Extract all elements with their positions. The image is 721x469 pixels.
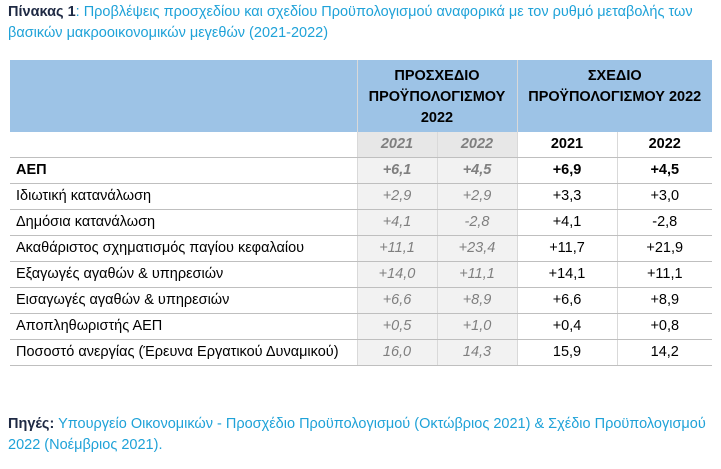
forecast-table: ΠΡΟΣΧΕΔΙΟ ΠΡΟΫΠΟΛΟΓΙΣΜΟΥ 2022 ΣΧΕΔΙΟ ΠΡΟΫ… (10, 60, 712, 366)
row-label: Εισαγωγές αγαθών & υπηρεσιών (10, 287, 357, 314)
data-row: Εισαγωγές αγαθών & υπηρεσιών +6,6 +8,9 +6,6… (10, 287, 712, 314)
row-label: Εξαγωγές αγαθών & υπηρεσιών (10, 261, 357, 288)
value-cell: +8,9 (436, 287, 517, 314)
value-cell: +11,1 (356, 235, 437, 262)
value-cell: +23,4 (436, 235, 517, 262)
source-note: Πηγές: Υπουργείο Οικονομικών - Προσχέδιο… (8, 414, 708, 456)
value-cell: +3,3 (516, 183, 617, 210)
value-cell: +0,8 (616, 313, 712, 340)
group-header: ΠΡΟΣΧΕΔΙΟ ΠΡΟΫΠΟΛΟΓΙΣΜΟΥ 2022 (356, 60, 517, 132)
year-blank (10, 132, 357, 158)
data-row: Εξαγωγές αγαθών & υπηρεσιών +14,0 +11,1 +14… (10, 261, 712, 288)
value-cell: +4,1 (516, 209, 617, 236)
source-text: Υπουργείο Οικονομικών - Προσχέδιο Προϋπο… (8, 416, 706, 453)
value-cell: 15,9 (516, 339, 617, 366)
value-cell: +11,1 (436, 261, 517, 288)
caption-text: : Προβλέψεις προσχεδίου και σχεδίου Προϋ… (8, 4, 693, 41)
value-cell: +21,9 (616, 235, 712, 262)
value-cell: -2,8 (436, 209, 517, 236)
value-cell: 16,0 (356, 339, 437, 366)
value-cell: +6,6 (516, 287, 617, 314)
data-row: Αποπληθωριστής ΑΕΠ +0,5 +1,0 +0,4 +0,8 (10, 313, 712, 340)
row-label: Αποπληθωριστής ΑΕΠ (10, 313, 357, 340)
value-cell: +2,9 (356, 183, 437, 210)
value-cell: +0,5 (356, 313, 437, 340)
row-label: Ποσοστό ανεργίας (Έρευνα Εργατικού Δυναμ… (10, 339, 357, 366)
value-cell: +4,5 (436, 157, 517, 184)
value-cell: +4,1 (356, 209, 437, 236)
value-cell: +6,1 (356, 157, 437, 184)
value-cell: +1,0 (436, 313, 517, 340)
year-row: 2021 2022 2021 2022 (10, 132, 712, 158)
value-cell: +6,9 (516, 157, 617, 184)
row-label: Δημόσια κατανάλωση (10, 209, 357, 236)
data-row: Δημόσια κατανάλωση +4,1 -2,8 +4,1 -2,8 (10, 209, 712, 236)
caption-label: Πίνακας 1 (8, 4, 76, 20)
year-header: 2022 (616, 132, 712, 158)
value-cell: +8,9 (616, 287, 712, 314)
year-header: 2022 (436, 132, 517, 158)
data-row: Ποσοστό ανεργίας (Έρευνα Εργατικού Δυναμ… (10, 339, 712, 366)
source-label: Πηγές: (8, 416, 55, 432)
header-row: ΠΡΟΣΧΕΔΙΟ ΠΡΟΫΠΟΛΟΓΙΣΜΟΥ 2022 ΣΧΕΔΙΟ ΠΡΟΫ… (10, 60, 712, 132)
row-label: Ακαθάριστος σχηματισμός παγίου κεφαλαίου (10, 235, 357, 262)
data-row: Ακαθάριστος σχηματισμός παγίου κεφαλαίου… (10, 235, 712, 262)
table-caption: Πίνακας 1: Προβλέψεις προσχεδίου και σχε… (8, 2, 708, 44)
row-label: ΑΕΠ (10, 157, 357, 184)
row-label: Ιδιωτική κατανάλωση (10, 183, 357, 210)
value-cell: +11,1 (616, 261, 712, 288)
data-row: ΑΕΠ +6,1 +4,5 +6,9 +4,5 (10, 157, 712, 184)
value-cell: -2,8 (616, 209, 712, 236)
value-cell: +0,4 (516, 313, 617, 340)
value-cell: +4,5 (616, 157, 712, 184)
data-row: Ιδιωτική κατανάλωση +2,9 +2,9 +3,3 +3,0 (10, 183, 712, 210)
group-header: ΣΧΕΔΙΟ ΠΡΟΫΠΟΛΟΓΙΣΜΟΥ 2022 (516, 60, 712, 132)
value-cell: +3,0 (616, 183, 712, 210)
header-blank (10, 60, 357, 132)
value-cell: +14,0 (356, 261, 437, 288)
value-cell: +11,7 (516, 235, 617, 262)
value-cell: 14,2 (616, 339, 712, 366)
value-cell: 14,3 (436, 339, 517, 366)
year-header: 2021 (356, 132, 437, 158)
year-header: 2021 (516, 132, 617, 158)
value-cell: +14,1 (516, 261, 617, 288)
value-cell: +2,9 (436, 183, 517, 210)
value-cell: +6,6 (356, 287, 437, 314)
